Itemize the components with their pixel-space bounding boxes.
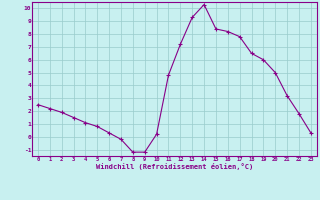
X-axis label: Windchill (Refroidissement éolien,°C): Windchill (Refroidissement éolien,°C) [96, 163, 253, 170]
